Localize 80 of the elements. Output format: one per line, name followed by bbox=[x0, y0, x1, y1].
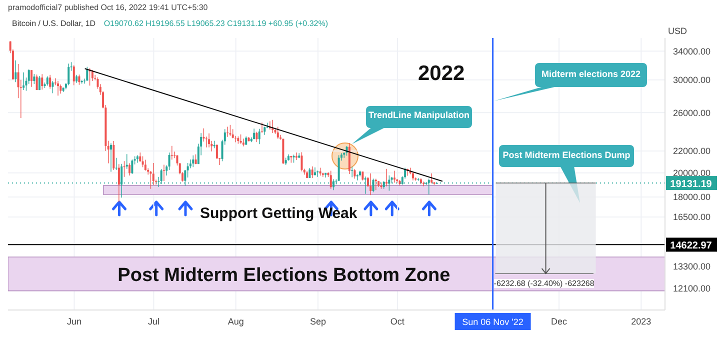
annotation: TrendLine Manipulation bbox=[368, 110, 470, 120]
candlestick bbox=[14, 60, 17, 82]
candlestick bbox=[128, 162, 131, 176]
y-tick-label: 12100.00 bbox=[673, 283, 711, 294]
candlestick bbox=[229, 124, 232, 136]
candlestick bbox=[52, 80, 54, 94]
x-tick-label: Jun bbox=[66, 316, 82, 326]
candlestick bbox=[41, 74, 44, 90]
candlestick bbox=[36, 74, 38, 90]
candlestick bbox=[30, 70, 33, 88]
candlestick bbox=[33, 74, 36, 84]
y-tick-label: 30000.00 bbox=[673, 75, 711, 86]
candlestick bbox=[115, 158, 118, 170]
annotation: Support Getting Weak bbox=[200, 205, 358, 222]
candlestick bbox=[192, 155, 194, 168]
chart-title: Bitcoin / U.S. Dollar, 1D bbox=[12, 19, 96, 28]
candlestick bbox=[86, 66, 88, 82]
candlestick bbox=[232, 128, 234, 139]
annotation: Post Midterm Elections Dump bbox=[502, 150, 632, 160]
candlestick bbox=[49, 74, 52, 90]
candlestick bbox=[38, 76, 40, 90]
annotation: Midterm elections 2022 bbox=[540, 69, 642, 79]
candlestick bbox=[330, 170, 332, 190]
band-label: Post Midterm Elections Bottom Zone bbox=[118, 264, 450, 286]
candlestick bbox=[68, 63, 70, 86]
y-tick-label: 34000.00 bbox=[673, 46, 711, 56]
candlestick bbox=[91, 70, 94, 82]
x-tick-label: Jul bbox=[148, 316, 160, 326]
chart-subtitle: O19070.62 H19196.55 L19065.23 C19131.19 +60.95 (+0.32%) bbox=[104, 19, 328, 28]
candlestick bbox=[57, 80, 60, 96]
candlestick bbox=[78, 74, 80, 86]
x-tick-label: 2023 bbox=[631, 316, 652, 326]
candlestick bbox=[144, 159, 146, 171]
candlestick bbox=[354, 168, 356, 180]
candlestick bbox=[60, 84, 62, 94]
annotation: 2022 bbox=[418, 62, 465, 86]
y-tick-label: 16500.00 bbox=[673, 212, 711, 222]
y-tick-label: 26000.00 bbox=[673, 108, 711, 118]
y-tick-label: 20000.00 bbox=[673, 168, 711, 178]
candlestick bbox=[46, 76, 48, 86]
candlestick bbox=[311, 166, 314, 178]
ref-line-label: Sun 06 Nov '22 bbox=[462, 317, 524, 327]
candlestick bbox=[142, 156, 144, 168]
candlestick bbox=[152, 162, 154, 186]
candlestick bbox=[110, 142, 112, 172]
candlestick bbox=[208, 133, 210, 148]
candlestick bbox=[136, 154, 138, 164]
x-tick-label: Dec bbox=[551, 316, 568, 326]
candlestick bbox=[118, 164, 120, 203]
y-tick-label: 22000.00 bbox=[673, 146, 711, 156]
candlestick bbox=[242, 138, 244, 147]
candlestick bbox=[72, 64, 75, 86]
candlestick bbox=[338, 154, 340, 182]
ref-line-label: 14622.97 bbox=[670, 240, 712, 252]
candlestick bbox=[422, 181, 425, 187]
candlestick bbox=[240, 134, 242, 144]
candlestick bbox=[386, 168, 388, 187]
ref-line-label: 19131.19 bbox=[670, 179, 712, 190]
x-tick-label: Aug bbox=[228, 316, 244, 326]
candlestick bbox=[131, 159, 134, 174]
candlestick bbox=[272, 119, 274, 134]
candlestick bbox=[393, 170, 396, 183]
candlestick bbox=[126, 154, 128, 170]
x-tick-label: Sep bbox=[310, 316, 326, 326]
annotation: -6232.68 (-32.40%) -623268 bbox=[494, 279, 594, 288]
y-axis-title: USD bbox=[668, 26, 688, 36]
x-tick-label: Oct bbox=[390, 316, 405, 326]
text: pramodofficial7 published Oct 16, 2022 19:41 UTC+5:30 bbox=[8, 3, 208, 12]
candlestick bbox=[256, 131, 258, 142]
candlestick bbox=[351, 166, 354, 178]
candlestick bbox=[430, 173, 433, 184]
candlestick bbox=[258, 128, 260, 144]
y-tick-label: 13300.00 bbox=[673, 262, 711, 272]
candlestick bbox=[253, 128, 256, 140]
y-tick-label: 18000.00 bbox=[673, 192, 711, 202]
candlestick bbox=[112, 140, 115, 170]
candlestick bbox=[276, 126, 279, 140]
candlestick bbox=[22, 72, 25, 90]
candlestick bbox=[300, 152, 303, 172]
candlestick bbox=[370, 173, 372, 196]
